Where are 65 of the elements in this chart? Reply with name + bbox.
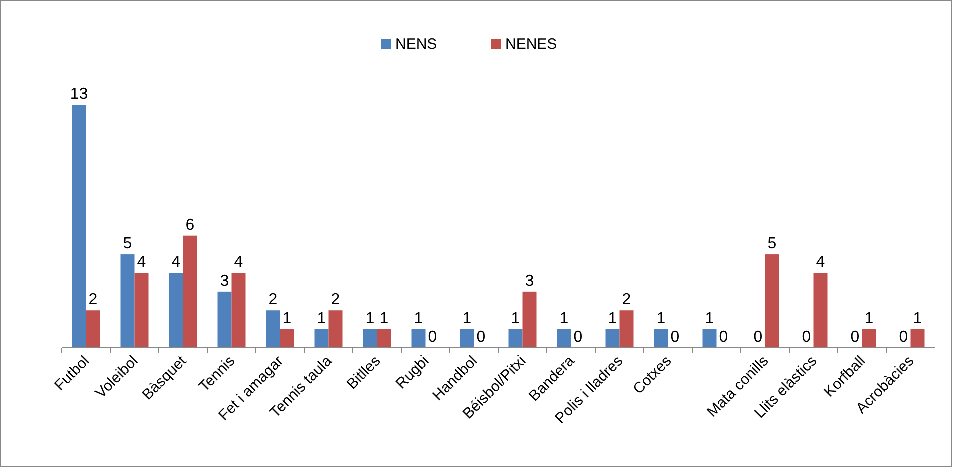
data-label: 3 <box>525 272 534 290</box>
data-label: 4 <box>234 254 244 272</box>
data-label: 6 <box>186 216 195 234</box>
bar <box>522 292 537 348</box>
bar <box>557 329 572 348</box>
data-label: 1 <box>282 310 292 328</box>
bar <box>606 329 620 348</box>
data-label: 3 <box>220 272 230 290</box>
data-label: 1 <box>864 310 874 328</box>
bar <box>134 273 149 348</box>
bar <box>620 310 634 348</box>
data-label: 5 <box>768 236 777 253</box>
bar <box>218 292 232 348</box>
legend-label: NENS <box>396 36 438 53</box>
bar <box>314 329 329 348</box>
data-label: 4 <box>816 254 826 272</box>
data-label: 1 <box>608 310 618 328</box>
bar <box>460 329 474 348</box>
data-label: 5 <box>123 236 132 253</box>
data-label: 2 <box>88 292 98 309</box>
data-label: 1 <box>913 310 922 328</box>
bar <box>654 329 668 348</box>
data-label: 0 <box>428 329 438 346</box>
data-label: 0 <box>802 329 812 346</box>
data-label: 1 <box>705 310 714 328</box>
data-label: 1 <box>656 310 666 328</box>
data-label: 1 <box>560 310 569 328</box>
data-label: 1 <box>462 310 472 328</box>
data-label: 0 <box>574 329 583 346</box>
data-label: 0 <box>754 329 763 346</box>
data-label: 0 <box>899 329 908 346</box>
data-label: 2 <box>331 292 340 309</box>
data-label: 13 <box>70 86 88 103</box>
bar <box>765 254 780 348</box>
bar <box>169 273 184 348</box>
bar <box>814 273 828 348</box>
data-label: 1 <box>380 310 389 328</box>
data-label: 1 <box>366 310 375 328</box>
bar <box>72 105 86 348</box>
bar <box>508 329 523 348</box>
bar <box>120 254 135 348</box>
bar <box>412 329 426 348</box>
data-label: 1 <box>511 310 520 328</box>
data-label: 0 <box>719 329 728 346</box>
data-label: 4 <box>172 254 181 272</box>
bar <box>910 329 925 348</box>
bar <box>862 329 876 348</box>
data-label: 1 <box>317 310 326 328</box>
data-label: 2 <box>622 292 632 309</box>
bar <box>377 329 392 348</box>
data-label: 0 <box>670 329 680 346</box>
bar <box>328 310 343 348</box>
bar <box>183 236 198 348</box>
data-label: 2 <box>268 292 278 309</box>
bar <box>232 273 246 348</box>
bar <box>363 329 378 348</box>
legend-label: NENES <box>506 36 558 53</box>
data-label: 1 <box>414 310 424 328</box>
data-label: 4 <box>137 254 146 272</box>
data-label: 0 <box>476 329 486 346</box>
data-label: 0 <box>850 329 860 346</box>
bar <box>266 310 280 348</box>
bar <box>280 329 294 348</box>
bar <box>702 329 717 348</box>
bar <box>86 310 100 348</box>
